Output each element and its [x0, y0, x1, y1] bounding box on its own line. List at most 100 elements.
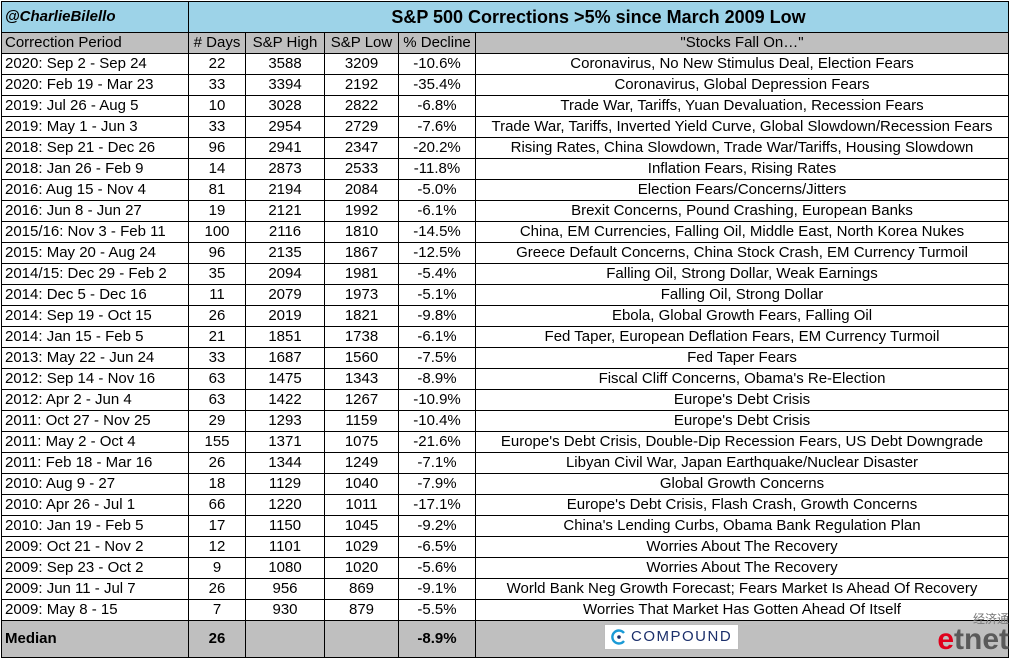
- cell-period: 2014: Dec 5 - Dec 16: [1, 284, 189, 306]
- cell-days: 35: [188, 263, 246, 285]
- cell-low: 1560: [324, 347, 399, 369]
- cell-low: 1267: [324, 389, 399, 411]
- median-decline: -8.9%: [398, 620, 476, 658]
- cell-reason: Worries That Market Has Gotten Ahead Of …: [475, 599, 1009, 621]
- cell-days: 155: [188, 431, 246, 453]
- cell-period: 2009: May 8 - 15: [1, 599, 189, 621]
- median-row: Median 26 -8.9% COMPOUND: [1, 620, 1009, 658]
- cell-low: 2822: [324, 95, 399, 117]
- cell-high: 1475: [245, 368, 325, 390]
- cell-days: 21: [188, 326, 246, 348]
- cell-period: 2012: Sep 14 - Nov 16: [1, 368, 189, 390]
- compound-logo-text: COMPOUND: [631, 628, 733, 645]
- cell-high: 2019: [245, 305, 325, 327]
- cell-days: 11: [188, 284, 246, 306]
- cell-high: 1422: [245, 389, 325, 411]
- cell-days: 63: [188, 368, 246, 390]
- table-row: 2009: Oct 21 - Nov 2 12 1101 1029 -6.5% Worri…: [1, 536, 1009, 558]
- cell-period: 2014: Sep 19 - Oct 15: [1, 305, 189, 327]
- cell-low: 1075: [324, 431, 399, 453]
- cell-decline: -8.9%: [398, 368, 476, 390]
- cell-low: 1981: [324, 263, 399, 285]
- cell-low: 2533: [324, 158, 399, 180]
- watermark-tnet: tnet: [954, 623, 1009, 656]
- cell-high: 2135: [245, 242, 325, 264]
- table-row: 2014: Sep 19 - Oct 15 26 2019 1821 -9.8% Ebol…: [1, 305, 1009, 327]
- cell-reason: Europe's Debt Crisis, Double-Dip Recessi…: [475, 431, 1009, 453]
- cell-period: 2018: Sep 21 - Dec 26: [1, 137, 189, 159]
- cell-reason: Fed Taper Fears: [475, 347, 1009, 369]
- title-row: @CharlieBilello S&P 500 Corrections >5% …: [1, 1, 1009, 33]
- cell-low: 1992: [324, 200, 399, 222]
- cell-decline: -12.5%: [398, 242, 476, 264]
- cell-days: 81: [188, 179, 246, 201]
- col-header-low: S&P Low: [324, 32, 399, 54]
- cell-reason: Trade War, Tariffs, Inverted Yield Curve…: [475, 116, 1009, 138]
- median-days: 26: [188, 620, 246, 658]
- etnet-watermark: 经济通 etnet: [937, 612, 1009, 656]
- cell-high: 3028: [245, 95, 325, 117]
- cell-decline: -7.6%: [398, 116, 476, 138]
- cell-high: 2094: [245, 263, 325, 285]
- table-row: 2009: Jun 11 - Jul 7 26 956 869 -9.1% World B…: [1, 578, 1009, 600]
- cell-reason: Europe's Debt Crisis: [475, 389, 1009, 411]
- cell-decline: -17.1%: [398, 494, 476, 516]
- cell-decline: -6.5%: [398, 536, 476, 558]
- cell-reason: Trade War, Tariffs, Yuan Devaluation, Re…: [475, 95, 1009, 117]
- cell-period: 2015/16: Nov 3 - Feb 11: [1, 221, 189, 243]
- cell-reason: World Bank Neg Growth Forecast; Fears Ma…: [475, 578, 1009, 600]
- table-row: 2018: Jan 26 - Feb 9 14 2873 2533 -11.8% Infl…: [1, 158, 1009, 180]
- cell-days: 33: [188, 347, 246, 369]
- cell-high: 2941: [245, 137, 325, 159]
- table-row: 2016: Aug 15 - Nov 4 81 2194 2084 -5.0% Elect…: [1, 179, 1009, 201]
- cell-reason: Europe's Debt Crisis, Flash Crash, Growt…: [475, 494, 1009, 516]
- cell-high: 1080: [245, 557, 325, 579]
- table-row: 2009: Sep 23 - Oct 2 9 1080 1020 -5.6% Worrie…: [1, 557, 1009, 579]
- cell-period: 2019: May 1 - Jun 3: [1, 116, 189, 138]
- cell-reason: Inflation Fears, Rising Rates: [475, 158, 1009, 180]
- cell-period: 2013: May 22 - Jun 24: [1, 347, 189, 369]
- cell-decline: -9.1%: [398, 578, 476, 600]
- cell-high: 1687: [245, 347, 325, 369]
- cell-reason: China's Lending Curbs, Obama Bank Regula…: [475, 515, 1009, 537]
- table-row: 2010: Apr 26 - Jul 1 66 1220 1011 -17.1% Euro…: [1, 494, 1009, 516]
- cell-high: 2954: [245, 116, 325, 138]
- median-low-empty: [324, 620, 399, 658]
- cell-high: 3588: [245, 53, 325, 75]
- cell-days: 10: [188, 95, 246, 117]
- cell-decline: -10.6%: [398, 53, 476, 75]
- table-row: 2014/15: Dec 29 - Feb 2 35 2094 1981 -5.4% Fa…: [1, 263, 1009, 285]
- cell-decline: -20.2%: [398, 137, 476, 159]
- cell-days: 18: [188, 473, 246, 495]
- cell-decline: -35.4%: [398, 74, 476, 96]
- cell-period: 2011: Feb 18 - Mar 16: [1, 452, 189, 474]
- cell-high: 956: [245, 578, 325, 600]
- cell-reason: Ebola, Global Growth Fears, Falling Oil: [475, 305, 1009, 327]
- cell-low: 1821: [324, 305, 399, 327]
- cell-period: 2016: Jun 8 - Jun 27: [1, 200, 189, 222]
- cell-decline: -7.1%: [398, 452, 476, 474]
- cell-low: 2729: [324, 116, 399, 138]
- cell-period: 2009: Sep 23 - Oct 2: [1, 557, 189, 579]
- cell-reason: China, EM Currencies, Falling Oil, Middl…: [475, 221, 1009, 243]
- cell-high: 1129: [245, 473, 325, 495]
- median-high-empty: [245, 620, 325, 658]
- cell-decline: -6.1%: [398, 326, 476, 348]
- cell-days: 9: [188, 557, 246, 579]
- cell-low: 1343: [324, 368, 399, 390]
- cell-reason: Worries About The Recovery: [475, 557, 1009, 579]
- table-row: 2016: Jun 8 - Jun 27 19 2121 1992 -6.1% Brexi…: [1, 200, 1009, 222]
- cell-low: 1029: [324, 536, 399, 558]
- cell-period: 2020: Sep 2 - Sep 24: [1, 53, 189, 75]
- cell-days: 26: [188, 452, 246, 474]
- cell-decline: -9.8%: [398, 305, 476, 327]
- cell-period: 2012: Apr 2 - Jun 4: [1, 389, 189, 411]
- cell-reason: Rising Rates, China Slowdown, Trade War/…: [475, 137, 1009, 159]
- cell-low: 1810: [324, 221, 399, 243]
- cell-reason: Europe's Debt Crisis: [475, 410, 1009, 432]
- watermark-e: e: [937, 623, 954, 656]
- compound-logo: COMPOUND: [604, 624, 740, 650]
- table-row: 2019: May 1 - Jun 3 33 2954 2729 -7.6% Trade …: [1, 116, 1009, 138]
- table-title: S&P 500 Corrections >5% since March 2009…: [188, 1, 1009, 33]
